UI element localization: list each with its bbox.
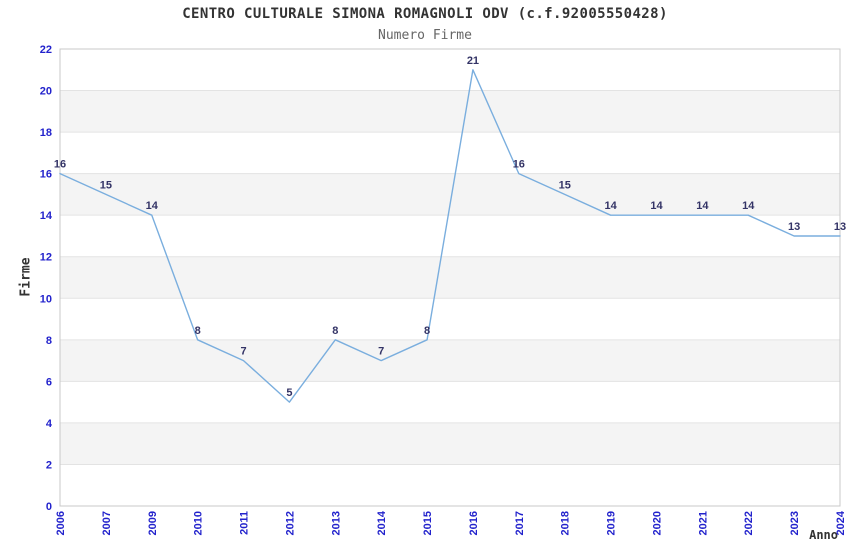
data-point-label: 16: [513, 159, 525, 171]
plot-band: [60, 90, 840, 133]
x-tick-label: 2011: [239, 511, 251, 535]
y-tick-label: 12: [40, 252, 52, 264]
y-tick-label: 22: [40, 44, 52, 56]
y-tick-label: 0: [46, 501, 52, 513]
data-point-label: 7: [240, 346, 246, 358]
data-point-label: 15: [559, 179, 571, 191]
x-tick-label: 2007: [101, 511, 113, 535]
y-tick-label: 4: [46, 418, 53, 430]
x-tick-label: 2013: [330, 511, 342, 535]
plot-band: [60, 339, 840, 382]
data-point-label: 13: [788, 221, 800, 233]
chart-subtitle: Numero Firme: [378, 28, 472, 43]
x-tick-label: 2023: [789, 511, 801, 535]
data-point-label: 8: [332, 325, 338, 337]
x-tick-label: 2018: [560, 511, 572, 535]
series-line: [59, 69, 841, 403]
data-point-label: 14: [696, 200, 709, 212]
plot-band: [60, 256, 840, 299]
x-tick-label: 2015: [422, 511, 434, 535]
x-axis-title: Anno: [809, 528, 838, 542]
data-point-label: 8: [195, 325, 201, 337]
data-point-label: 15: [100, 179, 112, 191]
x-tick-label: 2019: [606, 511, 618, 535]
y-tick-label: 10: [40, 293, 52, 305]
x-tick-label: 2006: [55, 511, 67, 535]
data-point-label: 14: [650, 200, 663, 212]
x-tick-label: 2009: [147, 511, 159, 535]
x-tick-label: 2012: [284, 511, 296, 535]
data-point-label: 7: [378, 346, 384, 358]
plot-band: [60, 422, 840, 465]
data-point-label: 5: [286, 387, 292, 399]
x-tick-label: 2010: [193, 511, 205, 535]
data-point-label: 14: [604, 200, 617, 212]
plot-border: [59, 48, 841, 507]
y-tick-label: 8: [46, 335, 52, 347]
x-tick-label: 2017: [514, 511, 526, 535]
x-tick-label: 2024: [835, 510, 847, 535]
data-point-label: 16: [54, 159, 66, 171]
data-point-label: 21: [467, 55, 479, 67]
y-tick-label: 18: [40, 127, 52, 139]
x-tick-label: 2020: [651, 511, 663, 535]
y-tick-label: 20: [40, 86, 52, 98]
data-point-label: 8: [424, 325, 430, 337]
x-tick-label: 2021: [697, 511, 709, 535]
y-tick-label: 14: [40, 210, 53, 222]
x-tick-label: 2022: [743, 511, 755, 535]
x-tick-label: 2016: [468, 511, 480, 535]
y-tick-label: 6: [46, 376, 52, 388]
y-tick-label: 2: [46, 459, 52, 471]
data-point-label: 14: [742, 200, 755, 212]
y-tick-label: 16: [40, 169, 52, 181]
x-tick-label: 2014: [376, 510, 388, 535]
chart-title: CENTRO CULTURALE SIMONA ROMAGNOLI ODV (c…: [182, 6, 668, 22]
data-point-label: 14: [146, 200, 159, 212]
data-point-label: 13: [834, 221, 846, 233]
